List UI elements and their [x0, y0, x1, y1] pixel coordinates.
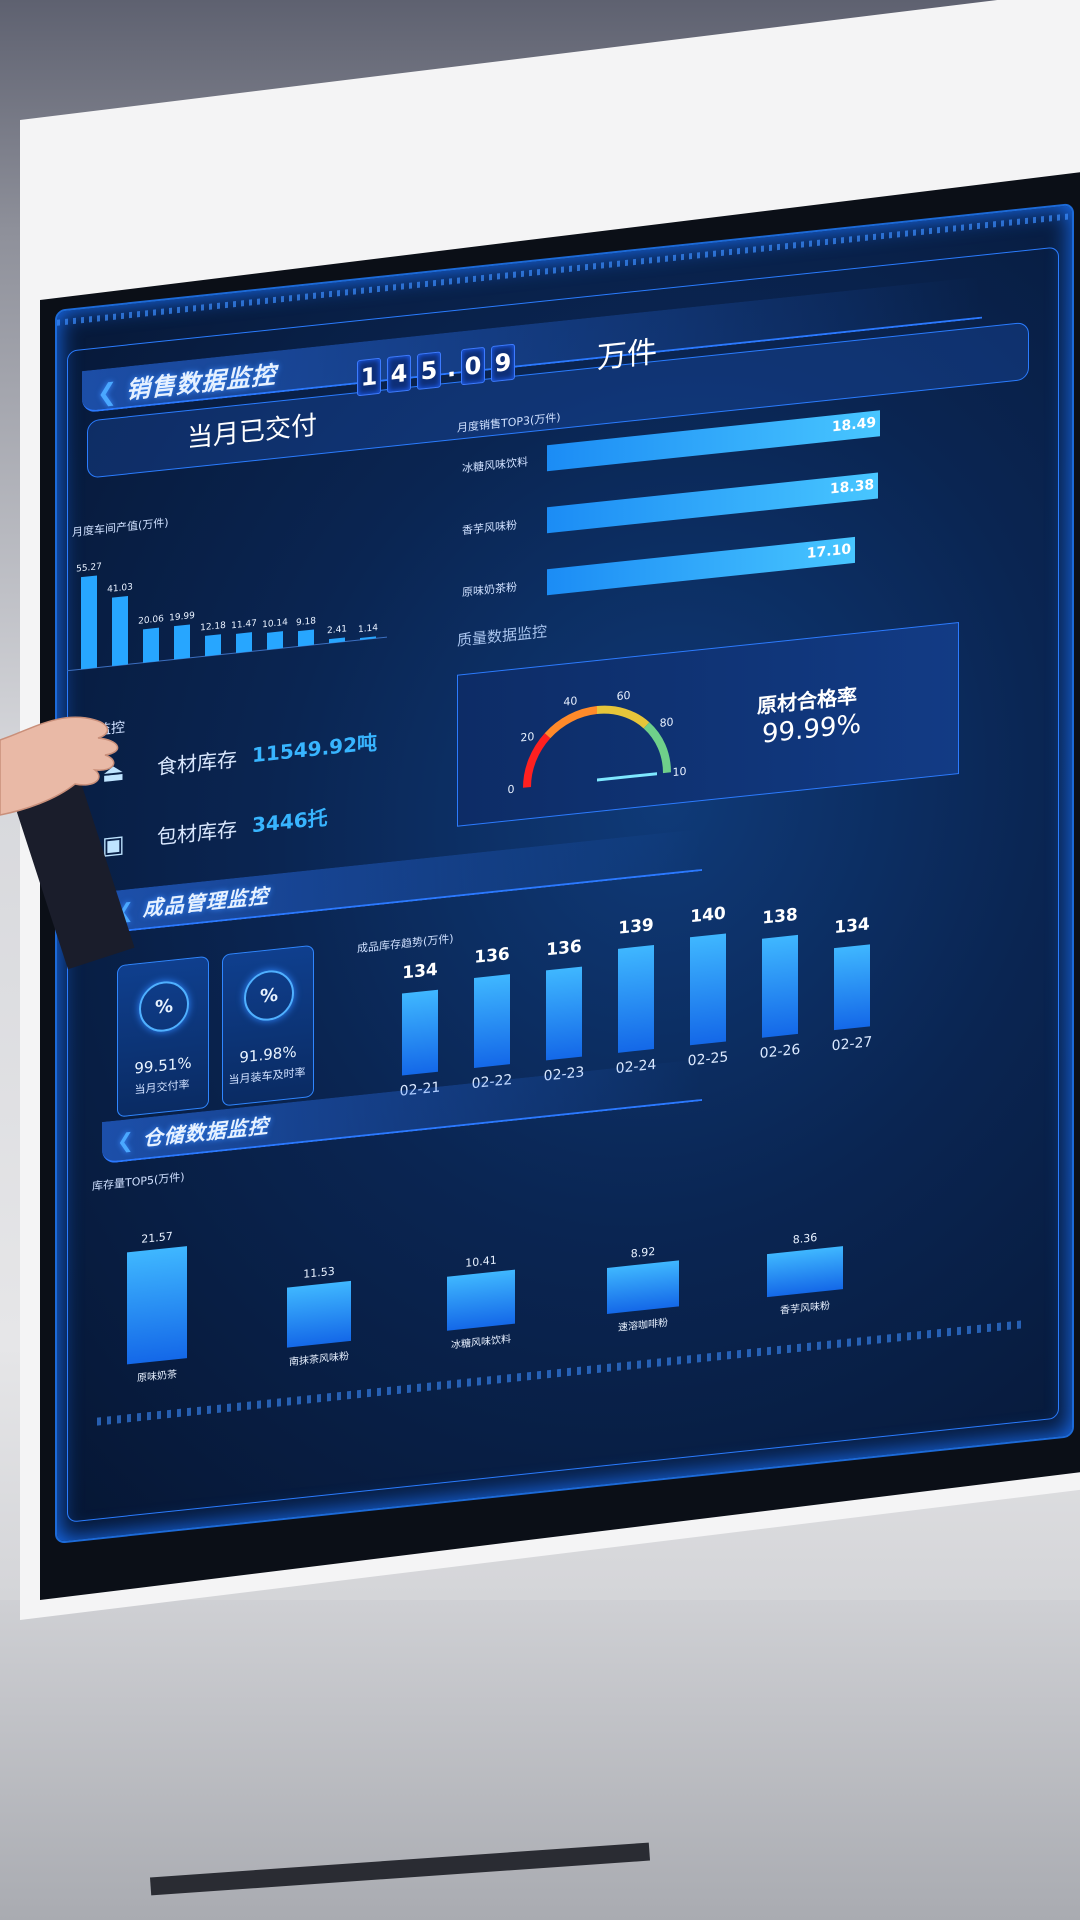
gauge-needle — [596, 772, 658, 782]
gauge-tick-label: 80 — [660, 715, 674, 729]
gauge-tick-label: 0 — [508, 783, 515, 797]
gauge-arc-segment — [544, 706, 598, 739]
workshop-bar — [143, 627, 159, 663]
top5-category-label: 速溶咖啡粉 — [618, 1317, 668, 1334]
workshop-bar — [112, 595, 128, 667]
top5-bar — [767, 1245, 843, 1298]
top5-bar — [607, 1260, 679, 1314]
top5-chart: 21.57 原味奶茶 11.53 南抹茶风味粉 10.41 冰糖风味饮料 8.92 速溶咖啡粉… — [57, 205, 1072, 1542]
workshop-value-label: 1.14 — [358, 623, 378, 635]
workshop-bar — [298, 629, 314, 647]
workshop-value-label: 9.18 — [296, 616, 316, 628]
workshop-bar — [267, 631, 283, 650]
top5-value-label: 8.36 — [792, 1230, 818, 1246]
workshop-bar — [360, 636, 376, 640]
quality-gauge: 0 20 40 60 80 100 — [508, 689, 687, 797]
gauge-arc-segment — [596, 705, 650, 729]
workshop-value-label: 2.41 — [327, 624, 347, 636]
workshop-bar — [329, 637, 345, 644]
gauge-tick-label: 100 — [673, 764, 687, 779]
top5-category-label: 南抹茶风味粉 — [289, 1351, 349, 1369]
top5-category-label: 香芋风味粉 — [780, 1300, 830, 1317]
workshop-value-label: 10.14 — [262, 618, 288, 631]
workshop-bar — [174, 624, 190, 660]
top5-category-label: 原味奶茶 — [137, 1369, 177, 1385]
workshop-value-label: 20.06 — [138, 614, 164, 627]
gauge-arc-segment — [643, 722, 671, 774]
workshop-value-label: 55.27 — [76, 562, 102, 575]
gauge-arc-segment — [523, 733, 551, 788]
workshop-value-label: 12.18 — [200, 621, 226, 634]
workshop-chart: 55.27 41.03 20.06 19.99 12.18 11.47 10.14 9.18 2… — [67, 562, 387, 672]
workshop-bar — [236, 632, 252, 653]
top5-value-label: 21.57 — [141, 1229, 173, 1246]
workshop-value-label: 41.03 — [107, 582, 133, 595]
floor — [0, 1600, 1080, 1920]
gauge-tick-label: 60 — [617, 689, 631, 703]
workshop-value-label: 19.99 — [169, 611, 195, 624]
workshop-bar — [205, 634, 221, 657]
workshop-bar — [81, 575, 97, 670]
top5-value-label: 10.41 — [465, 1253, 497, 1270]
top5-value-label: 8.92 — [630, 1244, 656, 1261]
top5-bar — [127, 1245, 187, 1365]
gauge-tick-label: 40 — [563, 694, 577, 708]
gauge-tick-label: 20 — [520, 730, 534, 744]
top5-bar — [447, 1269, 515, 1331]
workshop-value-label: 11.47 — [231, 619, 257, 632]
top5-value-label: 11.53 — [303, 1264, 335, 1281]
top5-bar — [287, 1280, 351, 1348]
top5-category-label: 冰糖风味饮料 — [451, 1334, 511, 1352]
presenter-hand — [0, 716, 119, 816]
